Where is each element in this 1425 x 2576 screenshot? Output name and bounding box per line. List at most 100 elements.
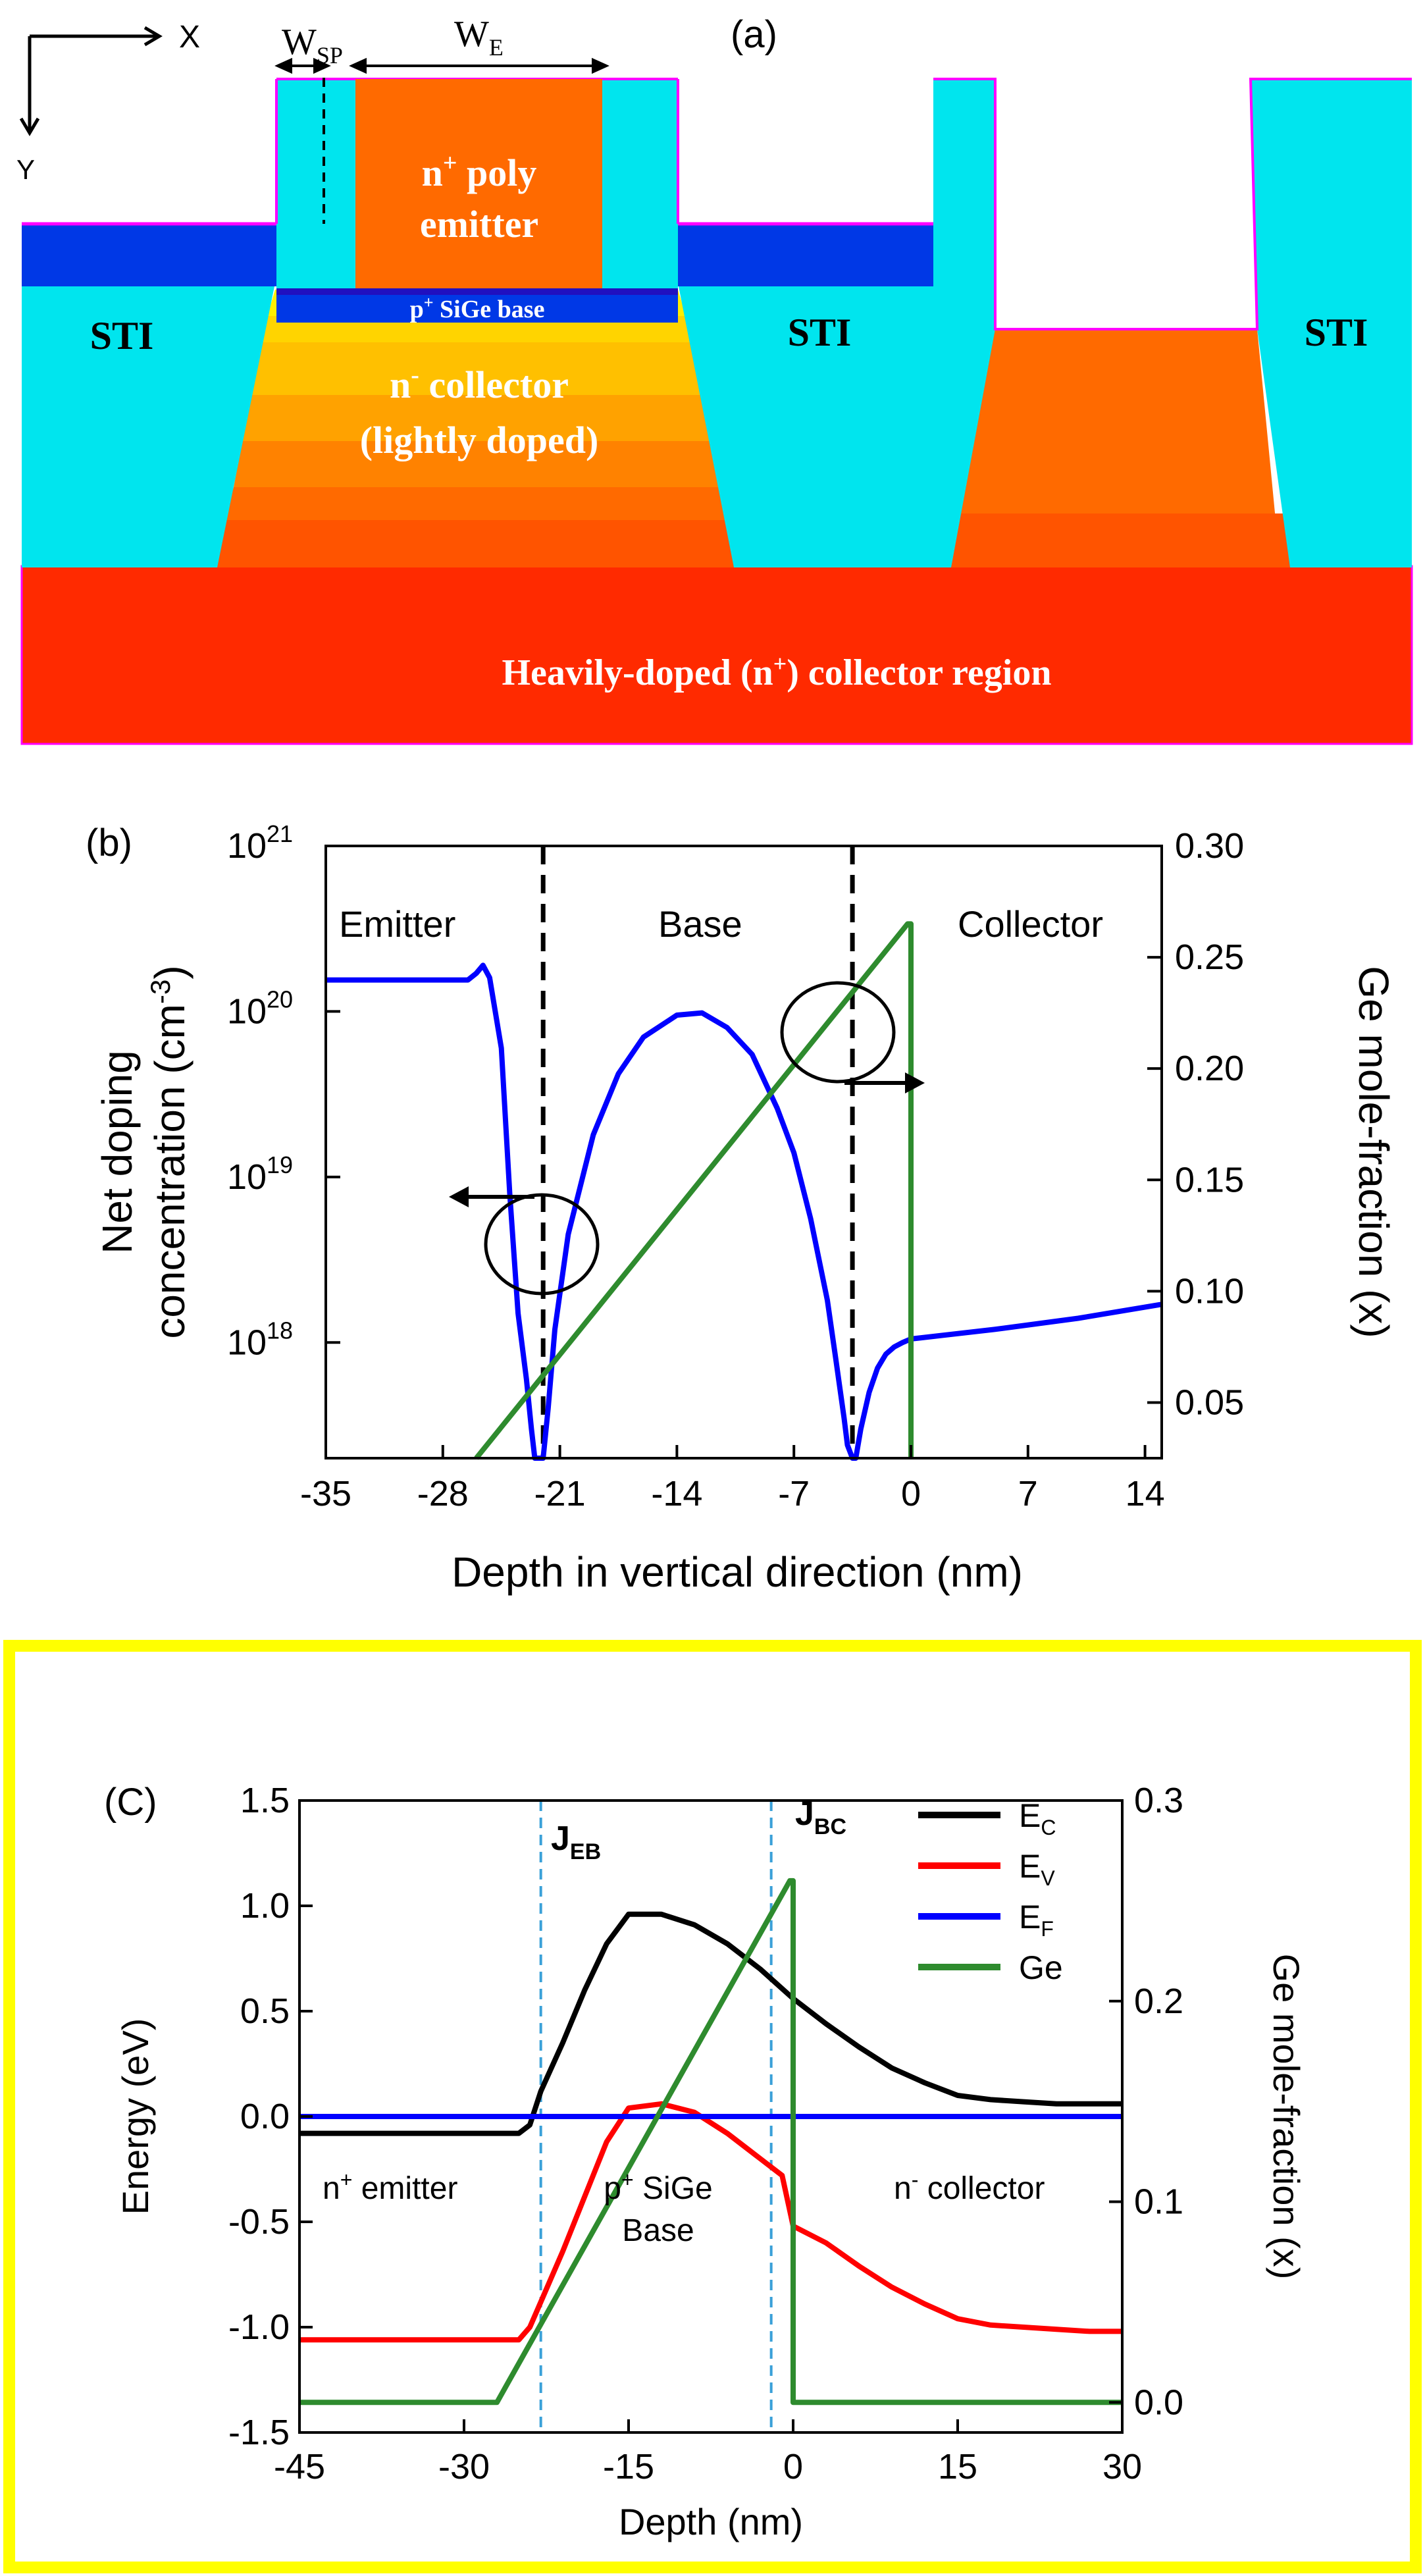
ge-series-line xyxy=(299,1878,1122,2405)
w-sp-label: WSP xyxy=(282,22,343,68)
collector-label-line1: n- collector xyxy=(390,361,569,406)
extrinsic-base-right xyxy=(637,224,933,286)
x-tick-label: 7 xyxy=(1018,1474,1038,1513)
right-axis-circle xyxy=(780,981,896,1084)
axis-y-label: Y xyxy=(16,154,35,185)
poly-emitter xyxy=(355,79,602,290)
left-arrow-icon xyxy=(449,1186,534,1207)
x-tick-label: -28 xyxy=(417,1474,469,1513)
y2-tick-label: 0.1 xyxy=(1134,2182,1183,2222)
base-region-label-line2: Base xyxy=(622,2213,694,2248)
panel-c: (C) -45 -30 -15 0 15 30 1.5 1.0 0.5 0.0 -0.5 -1.0 -1… xyxy=(3,1640,1422,2573)
axis-x-label: X xyxy=(179,20,200,55)
base-region-label-line1: p+ SiGe xyxy=(604,2168,712,2206)
panel-b-y2label: Ge mole-fraction (x) xyxy=(1350,966,1397,1338)
spacer-right xyxy=(602,79,678,290)
x-tick-label: 30 xyxy=(1102,2447,1142,2486)
panel-c-y2label: Ge mole-fraction (x) xyxy=(1266,1954,1307,2280)
panel-b-ylabel-line1: Net doping xyxy=(93,1050,141,1254)
jbc-label: JBC xyxy=(795,1795,846,1839)
y2-tick-label: 0.20 xyxy=(1175,1049,1244,1088)
sti-middle xyxy=(678,79,995,567)
x-tick-label: -14 xyxy=(651,1474,702,1513)
y-tick-label: 1.0 xyxy=(240,1886,290,1926)
region-collector-label: Collector xyxy=(958,903,1103,945)
panel-c-plot xyxy=(299,1801,1122,2432)
coordinate-axes-icon xyxy=(19,26,163,136)
sti-right xyxy=(1251,79,1412,567)
panel-b-ticks: -35 -28 -21 -14 -7 0 7 14 1018 1019 1020 1021 0.05 0.… xyxy=(227,820,1244,1513)
sti-label-left: STI xyxy=(90,314,154,357)
x-tick-label: -35 xyxy=(300,1474,351,1513)
panel-b-plot xyxy=(326,846,1162,1461)
collector-label-line2: (lightly doped) xyxy=(360,419,599,461)
y2-tick-label: 0.0 xyxy=(1134,2382,1183,2422)
extrinsic-base-left xyxy=(22,224,326,286)
heavy-collector-region xyxy=(20,565,1413,745)
interface-line xyxy=(933,78,1412,330)
legend-label: Ge xyxy=(1019,1949,1063,1986)
reach-through-region xyxy=(951,329,1280,567)
y-tick-label: 0.5 xyxy=(240,1991,290,2031)
sti-left xyxy=(22,283,275,567)
x-tick-label: 0 xyxy=(783,2447,803,2486)
region-emitter-label: Emitter xyxy=(339,903,455,945)
sti-label-middle: STI xyxy=(788,311,852,354)
panel-a: X Y xyxy=(16,13,1413,745)
base-label: p+ SiGe base xyxy=(410,293,545,323)
panel-b-ylabel-line2: concentration (cm-3) xyxy=(145,965,194,1338)
sti-label-right: STI xyxy=(1305,311,1368,354)
y-tick-label: 1.5 xyxy=(240,1781,290,1820)
y2-tick-label: 0.2 xyxy=(1134,1982,1183,2021)
legend: EC EV EF Ge xyxy=(918,1797,1063,1986)
panel-a-label: (a) xyxy=(731,13,777,56)
legend-label: EF xyxy=(1019,1899,1054,1941)
panel-c-highlight-border xyxy=(3,1640,1422,2573)
collector-band xyxy=(217,520,734,567)
y-tick-label: -1.0 xyxy=(228,2307,290,2347)
x-tick-label: -45 xyxy=(274,2447,325,2486)
y2-tick-label: 0.25 xyxy=(1175,937,1244,977)
collector-region-label: n- collector xyxy=(894,2168,1045,2206)
reach-through-region xyxy=(951,513,1290,567)
panel-b: (b) -35 -28 -21 -14 -7 0 7 14 1018 1019 1020 1021 0.… xyxy=(86,820,1397,1596)
collector-band xyxy=(234,441,720,487)
y2-tick-label: 0.3 xyxy=(1134,1781,1183,1820)
panel-c-label: (C) xyxy=(104,1781,157,1824)
y-tick-label: 1021 xyxy=(227,820,293,866)
y-tick-label: -0.5 xyxy=(228,2202,290,2242)
y-tick-label: -1.5 xyxy=(228,2413,290,2452)
collector-band xyxy=(224,487,729,520)
panel-b-frame xyxy=(324,845,1163,1459)
panel-b-xlabel: Depth in vertical direction (nm) xyxy=(452,1548,1023,1596)
region-base-label: Base xyxy=(658,903,742,945)
x-tick-label: 0 xyxy=(901,1474,921,1513)
jeb-label: JEB xyxy=(551,1820,601,1864)
legend-label: EV xyxy=(1019,1848,1055,1890)
emitter-region-label: n+ emitter xyxy=(323,2168,457,2206)
panel-b-label: (b) xyxy=(86,822,132,864)
y-tick-label: 1019 xyxy=(227,1151,293,1197)
x-tick-label: -7 xyxy=(778,1474,810,1513)
panel-c-ticks: -45 -30 -15 0 15 30 1.5 1.0 0.5 0.0 -0.5 -1.0 -1.5 0.… xyxy=(228,1781,1183,2486)
legend-label: EC xyxy=(1019,1797,1056,1839)
y-tick-label: 1018 xyxy=(227,1317,293,1362)
width-arrows-icon xyxy=(274,57,609,74)
ev-series-line xyxy=(299,2101,1122,2343)
ge-series-line xyxy=(474,921,914,1460)
panel-c-xlabel: Depth (nm) xyxy=(619,2501,803,2542)
doping-series-line xyxy=(326,962,1162,1461)
right-arrow-icon xyxy=(844,1072,925,1093)
panel-c-ylabel: Energy (eV) xyxy=(115,2018,156,2215)
x-tick-label: 14 xyxy=(1126,1474,1165,1513)
heavy-collector-label: Heavily-doped (n+) collector region xyxy=(502,650,1051,693)
sige-base-top xyxy=(276,288,678,295)
x-tick-label: 15 xyxy=(938,2447,977,2486)
collector-band xyxy=(242,395,711,441)
x-tick-label: -21 xyxy=(534,1474,586,1513)
y2-tick-label: 0.05 xyxy=(1175,1382,1244,1422)
spacer-left xyxy=(276,79,355,290)
left-axis-circle xyxy=(484,1193,600,1296)
w-e-label: WE xyxy=(454,14,504,61)
